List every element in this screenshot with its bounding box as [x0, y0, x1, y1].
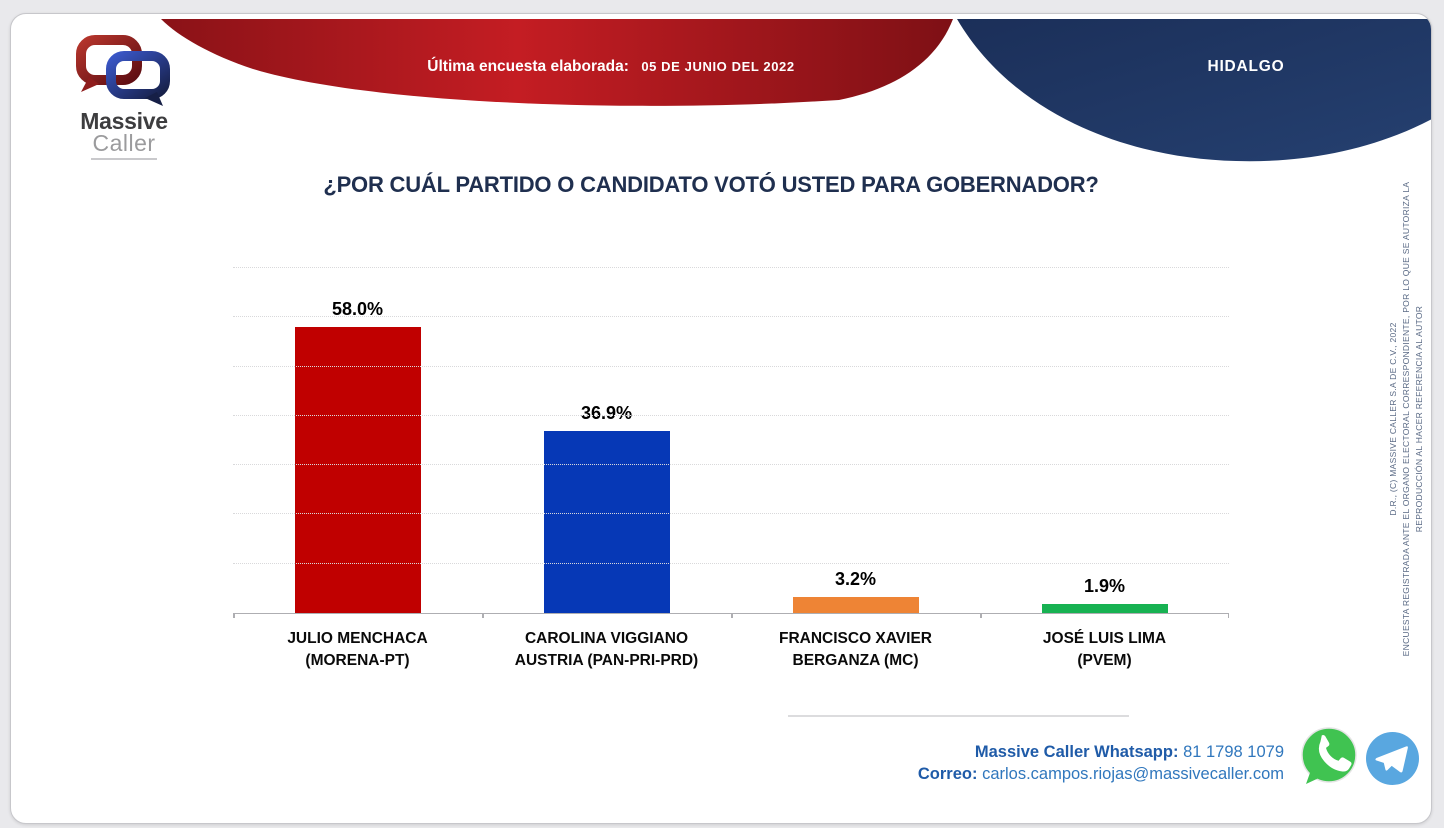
gridline-20: [233, 513, 1229, 515]
footer-divider: [788, 715, 1129, 717]
whatsapp-label: Massive Caller Whatsapp:: [974, 743, 1179, 761]
bar-carolina-viggiano: [543, 431, 670, 613]
logo-speech-bubbles-icon: [76, 35, 170, 106]
logo-tagline-rule: [91, 158, 157, 160]
page-title: ¿POR CUÁL PARTIDO O CANDIDATO VOTÓ USTED…: [323, 172, 1099, 197]
banner-text: Última encuesta elaborada: 05 DE JUNIO D…: [331, 58, 891, 76]
massive-caller-logo: Massive Caller: [59, 34, 189, 160]
contact-block: Massive Caller Whatsapp: 81 1798 1079 Co…: [918, 741, 1284, 785]
header-ribbons: [161, 19, 1431, 162]
bar-slot: 36.9%: [482, 268, 731, 613]
bar-value-label: 58.0%: [331, 299, 384, 320]
axis-tick: [482, 613, 484, 618]
axis-tick: [980, 613, 982, 618]
bar-slot: 3.2%: [731, 268, 980, 613]
axis-tick: [731, 613, 733, 618]
axis-tick: [1227, 613, 1229, 618]
email-line: Correo: carlos.campos.riojas@massivecall…: [918, 763, 1284, 785]
bar-jose-luis-lima: [1041, 603, 1168, 613]
legal-disclaimer-text: D.R., (C) MASSIVE CALLER S.A DE C.V., 20…: [1388, 181, 1424, 657]
category-labels: JULIO MENCHACA (MORENA-PT) CAROLINA VIGGIA…: [233, 628, 1229, 672]
slide-card: Última encuesta elaborada: 05 DE JUNIO D…: [10, 13, 1432, 824]
bar-value-label: 1.9%: [1083, 575, 1126, 596]
bar-slot: 1.9%: [980, 268, 1229, 613]
email-label: Correo:: [917, 765, 978, 783]
whatsapp-line: Massive Caller Whatsapp: 81 1798 1079: [918, 741, 1284, 763]
axis-tick: [233, 613, 235, 618]
category-label: FRANCISCO XAVIER BERGANZA (MC): [778, 630, 932, 669]
category-label: JOSÉ LUIS LIMA (PVEM): [1042, 630, 1167, 669]
plot-area: 58.0% 36.9% 3.2% 1.9%: [233, 267, 1229, 618]
bar-slot: 58.0%: [233, 268, 482, 613]
region-label: HIDALGO: [1207, 58, 1285, 75]
gridline-10: [233, 562, 1229, 564]
banner-label: Última encuesta elaborada:: [427, 58, 629, 75]
whatsapp-icon[interactable]: [1299, 726, 1359, 786]
legal-disclaimer: D.R., (C) MASSIVE CALLER S.A DE C.V., 20…: [1388, 166, 1425, 672]
gridline-40: [233, 414, 1229, 416]
logo-word-massive: Massive: [80, 108, 168, 134]
navy-ribbon: [957, 19, 1431, 162]
logo-word-caller: Caller: [92, 130, 156, 156]
gridline-60: [233, 316, 1229, 318]
email-link[interactable]: carlos.campos.riojas@massivecaller.com: [982, 765, 1284, 783]
gridline-70: [233, 267, 1229, 268]
bar-value-label: 3.2%: [834, 569, 877, 590]
bar-julio-menchaca: [294, 327, 421, 613]
bar-francisco-berganza: [792, 597, 919, 613]
category-label: JULIO MENCHACA (MORENA-PT): [287, 630, 428, 669]
banner-date: 05 DE JUNIO DEL 2022: [641, 59, 795, 74]
gridline-50: [233, 365, 1229, 367]
category-label: CAROLINA VIGGIANO AUSTRIA (PAN-PRI-PRD): [514, 630, 699, 669]
red-ribbon: [161, 19, 953, 106]
bar-slots: 58.0% 36.9% 3.2% 1.9%: [233, 268, 1229, 613]
gridline-30: [233, 464, 1229, 466]
telegram-icon[interactable]: [1365, 731, 1420, 786]
whatsapp-number-link[interactable]: 81 1798 1079: [1183, 743, 1284, 761]
bar-value-label: 36.9%: [580, 403, 633, 424]
